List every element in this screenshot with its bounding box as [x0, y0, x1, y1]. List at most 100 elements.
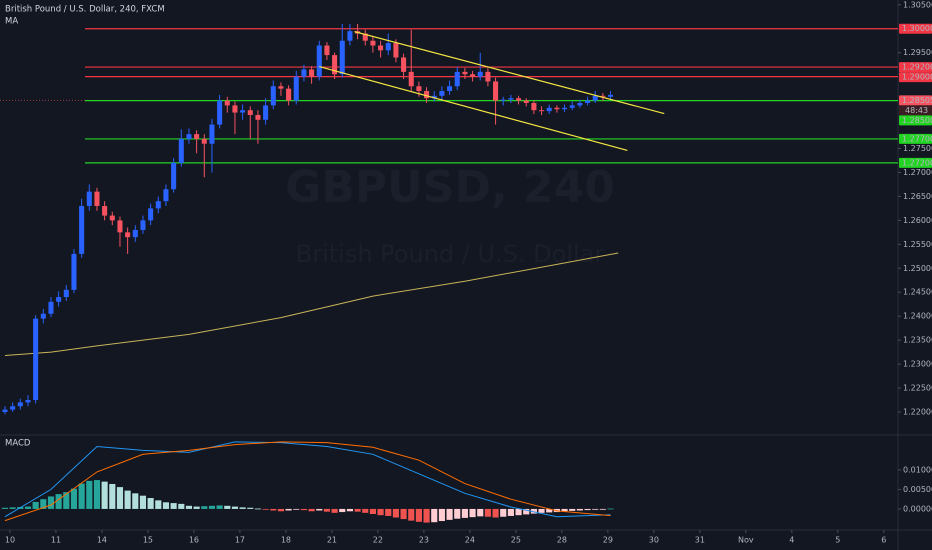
- countdown: 48:43: [905, 106, 928, 115]
- macd-bar: [592, 508, 599, 510]
- x-tick-label: Nov: [738, 536, 754, 545]
- y-tick-label: 1.23500: [903, 336, 932, 345]
- trendline: [354, 31, 665, 115]
- macd-bar: [316, 508, 323, 511]
- y-tick-label: 1.27000: [903, 168, 932, 177]
- candle-body: [117, 220, 123, 233]
- macd-bar: [132, 493, 139, 509]
- trendline: [319, 66, 628, 152]
- price-label: 1.28500: [902, 116, 932, 125]
- candle-body: [286, 88, 292, 101]
- candle-body: [309, 69, 315, 77]
- candle-body: [194, 134, 200, 139]
- x-tick-label: 17: [235, 536, 245, 545]
- y-tick-label: 1.26000: [903, 216, 932, 225]
- price-label-box: [899, 133, 932, 144]
- macd-bar: [492, 508, 499, 518]
- price-label: 1.27200: [902, 158, 932, 167]
- candle-body: [94, 191, 100, 207]
- candle-body: [155, 201, 161, 209]
- countdown-box: [899, 105, 932, 116]
- macd-bar: [569, 508, 576, 511]
- y-tick-label: 1.22500: [903, 384, 932, 393]
- candle-body: [531, 103, 537, 111]
- price-label-box: [899, 157, 932, 168]
- macd-bar: [239, 507, 246, 509]
- y-tick-label: 1.24500: [903, 288, 932, 297]
- macd-bar: [446, 508, 453, 520]
- candle-body: [201, 138, 207, 144]
- candle-body: [79, 206, 85, 254]
- macd-bar: [147, 498, 154, 509]
- y-tick-label: 1.22000: [903, 408, 932, 417]
- candle-body: [592, 95, 598, 101]
- macd-bar: [607, 508, 614, 510]
- macd-bar: [270, 508, 277, 511]
- macd-bar: [354, 508, 361, 512]
- candle-body: [102, 206, 108, 216]
- y-tick-label: 1.25000: [903, 264, 932, 273]
- macd-line: [4, 441, 611, 518]
- price-label-box: [899, 72, 932, 83]
- x-tick-label: 5: [835, 536, 840, 545]
- candle-body: [109, 215, 115, 221]
- candle-body: [171, 162, 177, 190]
- price-label: 1.28505: [902, 96, 932, 105]
- candle-body: [232, 105, 238, 113]
- macd-bar: [308, 508, 315, 512]
- macd-bar: [139, 495, 147, 509]
- macd-bar: [40, 499, 47, 509]
- candle-body: [33, 318, 39, 401]
- x-tick-label: 25: [511, 536, 521, 545]
- candle-body: [339, 40, 345, 75]
- price-label: 1.29200: [902, 63, 932, 72]
- candle-body: [401, 57, 407, 72]
- macd-bar: [408, 508, 415, 521]
- candle-body: [447, 86, 453, 92]
- macd-bar: [101, 481, 108, 509]
- candle-body: [301, 69, 307, 77]
- candle-body: [48, 301, 54, 314]
- macd-bar: [507, 508, 514, 516]
- macd-bar: [201, 506, 208, 509]
- macd-bar: [178, 503, 185, 509]
- candle-body: [316, 45, 322, 77]
- macd-bar: [224, 505, 231, 509]
- x-tick-label: 24: [465, 536, 475, 545]
- candle-body: [600, 95, 606, 97]
- candle-body: [217, 100, 223, 125]
- macd-bar: [576, 508, 583, 511]
- candle-body: [485, 71, 491, 82]
- candle-body: [523, 100, 529, 104]
- macd-bar: [285, 508, 292, 511]
- macd-bar: [392, 508, 399, 518]
- macd-bar: [400, 508, 407, 520]
- candle-body: [63, 289, 69, 298]
- macd-bar: [93, 480, 101, 509]
- y-tick-label: 1.30500: [903, 0, 932, 9]
- candle-body: [324, 45, 330, 56]
- macd-bar: [500, 508, 507, 517]
- candle-body: [247, 110, 253, 115]
- watermark-subtitle: British Pound / U.S. Dollar: [296, 240, 605, 268]
- candle-body: [546, 107, 552, 112]
- candle-body: [439, 91, 445, 96]
- candle-body: [255, 114, 261, 120]
- price-label-box: [899, 62, 932, 73]
- macd-bar: [63, 492, 70, 509]
- y-tick-label: 1.26500: [903, 192, 932, 201]
- y-tick-label: 1.29500: [903, 48, 932, 57]
- macd-bar: [369, 508, 376, 515]
- macd-bar: [477, 508, 484, 517]
- macd-bar: [47, 496, 55, 509]
- macd-bar: [346, 508, 353, 512]
- macd-bar: [86, 480, 93, 509]
- candle-body: [40, 313, 46, 319]
- candle-body: [454, 71, 460, 87]
- price-label: 1.27700: [902, 134, 932, 143]
- candle-body: [125, 232, 131, 238]
- macd-bar: [339, 508, 346, 513]
- macd-bar: [170, 503, 177, 509]
- macd-bar: [9, 507, 16, 509]
